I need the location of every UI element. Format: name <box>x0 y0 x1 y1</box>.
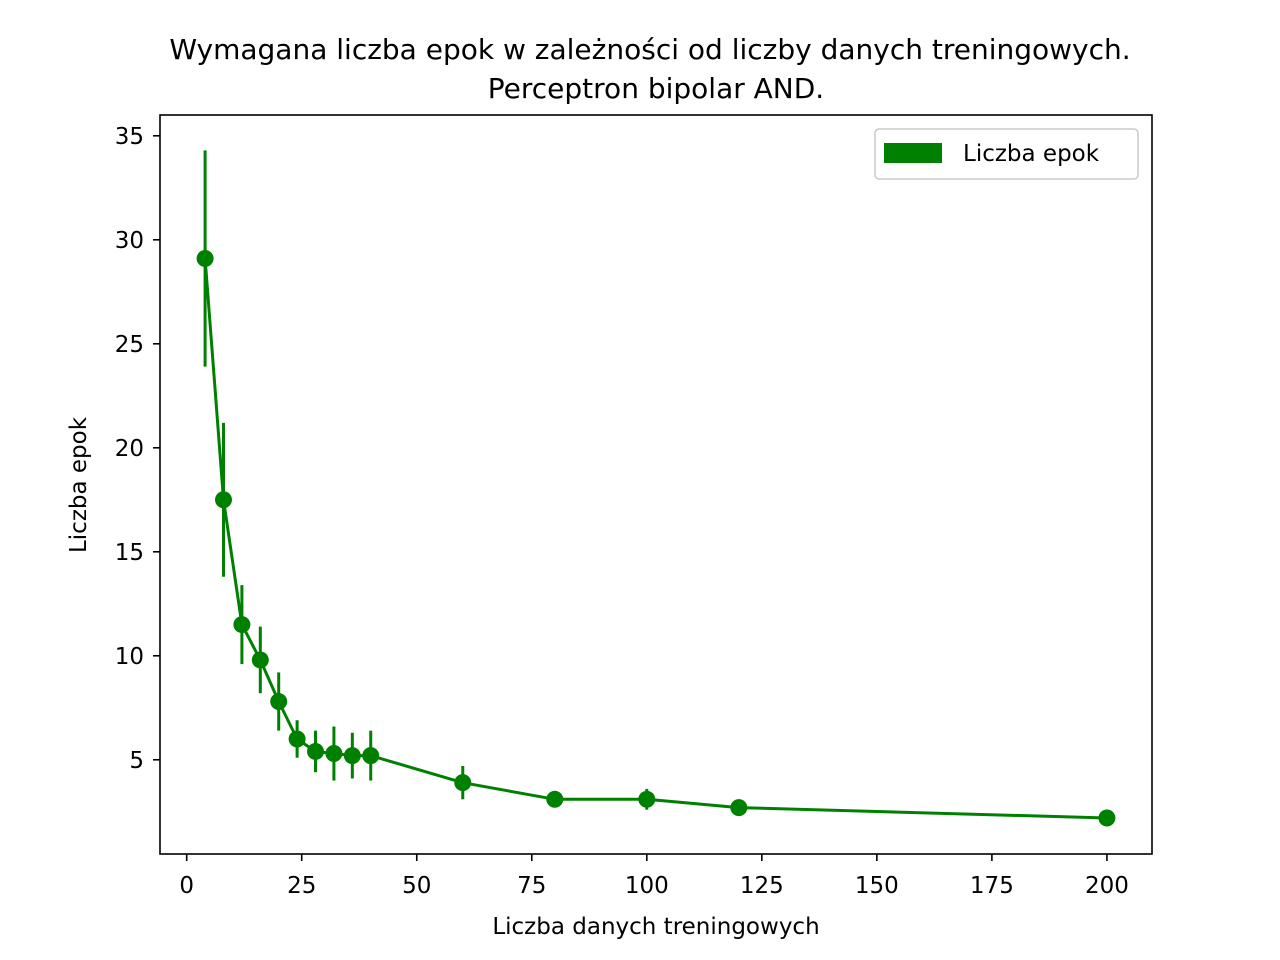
y-tick-label: 25 <box>115 332 144 358</box>
y-tick-label: 15 <box>115 540 144 566</box>
data-point <box>307 742 325 760</box>
data-point <box>233 616 251 634</box>
y-axis-label: Liczba epok <box>66 416 92 553</box>
data-point <box>288 730 306 748</box>
x-tick-label: 125 <box>740 873 784 899</box>
data-point <box>362 747 380 765</box>
data-point <box>454 774 472 792</box>
data-point <box>196 250 214 268</box>
legend-label: Liczba epok <box>963 141 1100 167</box>
y-tick-label: 35 <box>115 124 144 150</box>
data-point <box>343 747 361 765</box>
y-axis-ticks: 5 10 15 20 25 30 35 <box>115 124 160 774</box>
legend: Liczba epok <box>874 128 1139 180</box>
legend-swatch <box>884 143 942 163</box>
data-point <box>214 491 232 509</box>
y-tick-label: 20 <box>115 436 144 462</box>
x-tick-label: 200 <box>1085 873 1129 899</box>
x-tick-label: 150 <box>855 873 899 899</box>
x-axis-label: Liczba danych treningowych <box>492 914 819 940</box>
chart-title-line-2: Perceptron bipolar AND. <box>488 72 824 105</box>
x-tick-label: 0 <box>179 873 194 899</box>
data-point <box>251 651 269 669</box>
data-point <box>1098 809 1116 827</box>
y-tick-label: 10 <box>115 644 144 670</box>
data-points <box>196 250 1116 827</box>
x-tick-label: 25 <box>287 873 316 899</box>
chart-title-line-1: Wymagana liczba epok w zależności od lic… <box>169 33 1130 66</box>
y-tick-label: 5 <box>129 748 144 774</box>
x-axis-ticks: 0 25 50 75 100 125 150 175 200 <box>179 854 1129 899</box>
x-tick-label: 100 <box>625 873 669 899</box>
data-point <box>730 799 748 817</box>
legend-box <box>874 128 1139 180</box>
data-point <box>325 745 343 763</box>
x-tick-label: 75 <box>517 873 546 899</box>
plot-area-frame <box>159 114 1153 855</box>
y-tick-label: 30 <box>115 228 144 254</box>
x-tick-label: 50 <box>402 873 431 899</box>
x-tick-label: 175 <box>970 873 1014 899</box>
data-point <box>546 790 564 808</box>
data-point <box>270 693 288 711</box>
data-point <box>638 790 656 808</box>
